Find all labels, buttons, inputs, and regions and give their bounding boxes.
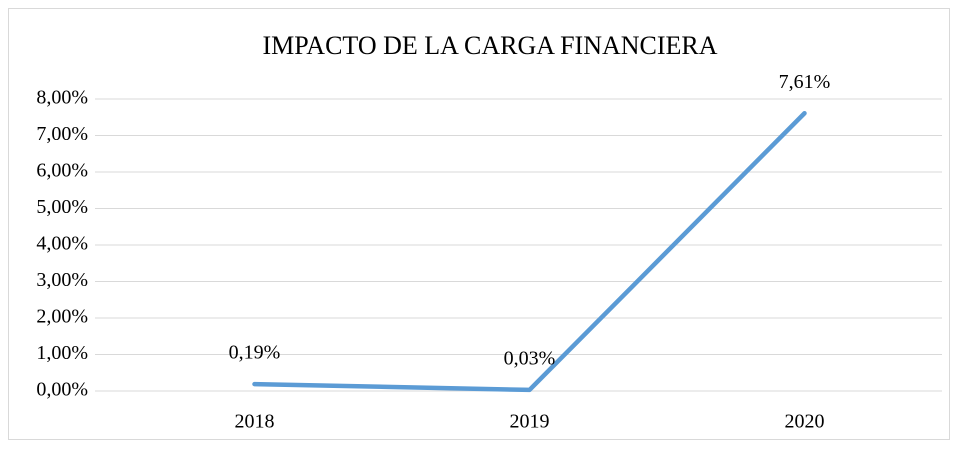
- y-tick-label: 1,00%: [36, 342, 88, 364]
- x-tick-label: 2019: [510, 411, 550, 433]
- line: [252, 110, 807, 393]
- data-label: 0,03%: [504, 347, 556, 369]
- chart-frame: [8, 8, 950, 440]
- y-tick-label: 3,00%: [36, 269, 88, 291]
- data-label: 7,61%: [779, 71, 831, 93]
- y-tick-label: 4,00%: [36, 233, 88, 255]
- y-tick-label: 5,00%: [36, 196, 88, 218]
- y-tick-label: 0,00%: [36, 379, 88, 401]
- data-label: 0,19%: [229, 342, 281, 364]
- y-tick-label: 8,00%: [36, 87, 88, 109]
- y-tick-label: 2,00%: [36, 306, 88, 328]
- y-tick-label: 7,00%: [36, 123, 88, 145]
- y-tick-label: 6,00%: [36, 160, 88, 182]
- x-tick-label: 2018: [235, 411, 275, 433]
- x-tick-label: 2020: [785, 411, 825, 433]
- chart-title: IMPACTO DE LA CARGA FINANCIERA: [262, 31, 717, 60]
